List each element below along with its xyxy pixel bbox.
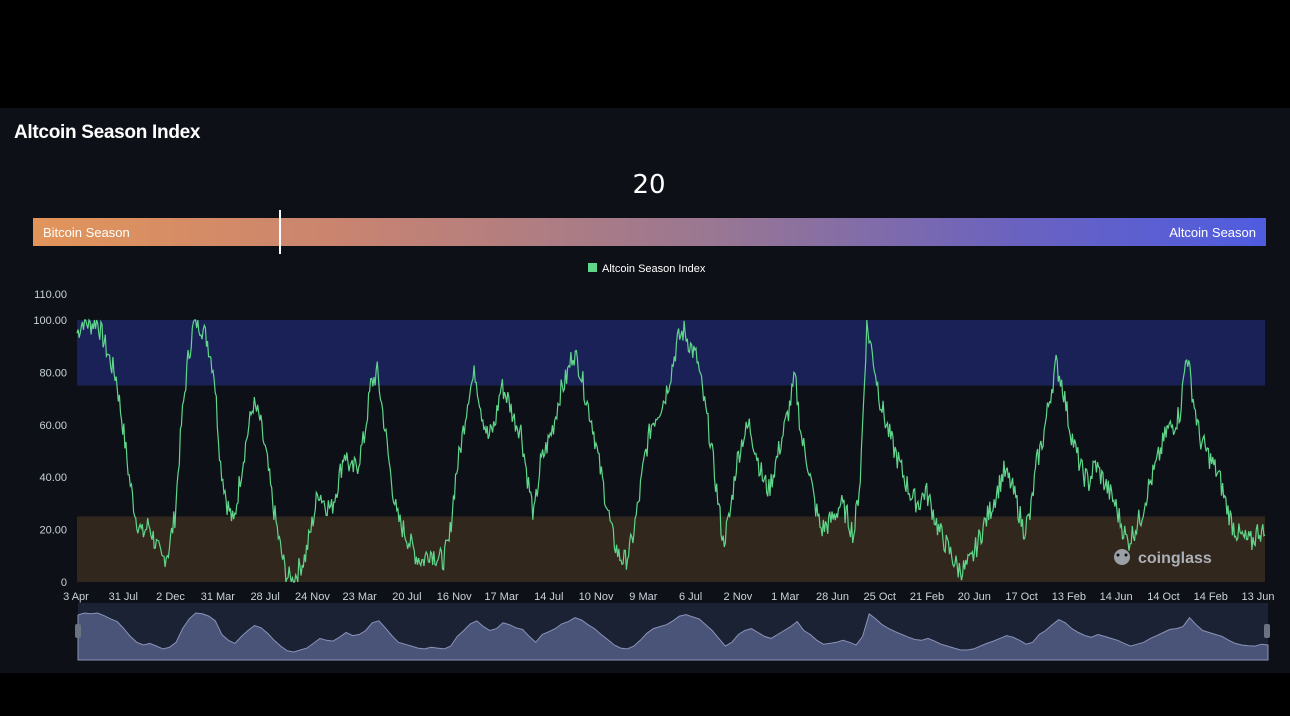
legend-label[interactable]: Altcoin Season Index bbox=[602, 263, 706, 275]
y-tick-label: 60.00 bbox=[39, 420, 67, 432]
x-tick-label: 25 Oct bbox=[864, 591, 896, 603]
x-tick-label: 14 Jun bbox=[1100, 591, 1133, 603]
index-marker bbox=[278, 210, 281, 254]
x-tick-label: 1 Mar bbox=[771, 591, 799, 603]
bitcoin-zone bbox=[77, 516, 1265, 582]
x-tick-label: 23 Mar bbox=[343, 591, 378, 603]
x-tick-label: 14 Feb bbox=[1194, 591, 1228, 603]
x-tick-label: 21 Feb bbox=[910, 591, 944, 603]
x-tick-label: 31 Mar bbox=[201, 591, 236, 603]
x-tick-label: 9 Mar bbox=[629, 591, 657, 603]
x-tick-label: 28 Jul bbox=[250, 591, 279, 603]
x-tick-label: 10 Nov bbox=[579, 591, 614, 603]
y-tick-label: 0 bbox=[61, 577, 67, 589]
x-tick-label: 17 Oct bbox=[1005, 591, 1037, 603]
y-tick-label: 100.00 bbox=[33, 315, 67, 327]
y-tick-label: 110.00 bbox=[34, 289, 67, 301]
x-tick-label: 13 Jun bbox=[1241, 591, 1274, 603]
page-title: Altcoin Season Index bbox=[14, 122, 201, 143]
y-tick-label: 20.00 bbox=[39, 525, 67, 537]
y-tick-label: 80.00 bbox=[39, 367, 67, 379]
x-tick-label: 2 Dec bbox=[156, 591, 185, 603]
x-tick-label: 20 Jun bbox=[958, 591, 991, 603]
x-tick-label: 2 Nov bbox=[724, 591, 753, 603]
x-tick-label: 14 Jul bbox=[534, 591, 563, 603]
range-navigator[interactable] bbox=[75, 603, 1270, 661]
legend-swatch[interactable] bbox=[588, 263, 597, 272]
x-tick-label: 31 Jul bbox=[109, 591, 138, 603]
coinglass-watermark: coinglass bbox=[1114, 549, 1212, 567]
bitcoin-season-label: Bitcoin Season bbox=[43, 225, 130, 240]
x-tick-label: 6 Jul bbox=[679, 591, 702, 603]
x-tick-label: 20 Jul bbox=[392, 591, 421, 603]
x-tick-label: 24 Nov bbox=[295, 591, 330, 603]
x-tick-label: 13 Feb bbox=[1052, 591, 1086, 603]
altcoin-index-line bbox=[76, 318, 1266, 583]
y-tick-label: 40.00 bbox=[39, 472, 67, 484]
navigator-handle-right[interactable] bbox=[1264, 624, 1270, 638]
x-tick-label: 14 Oct bbox=[1147, 591, 1179, 603]
navigator-area bbox=[77, 612, 1269, 661]
altcoin-season-label: Altcoin Season bbox=[1169, 225, 1256, 240]
x-tick-label: 3 Apr bbox=[63, 591, 89, 603]
x-tick-label: 16 Nov bbox=[437, 591, 472, 603]
navigator-handle-left[interactable] bbox=[75, 624, 81, 638]
season-gradient-bar: Bitcoin Season Altcoin Season bbox=[33, 218, 1266, 246]
index-value: 20 bbox=[632, 170, 666, 200]
x-tick-label: 28 Jun bbox=[816, 591, 849, 603]
x-tick-label: 17 Mar bbox=[484, 591, 519, 603]
watermark-text: coinglass bbox=[1138, 550, 1212, 567]
